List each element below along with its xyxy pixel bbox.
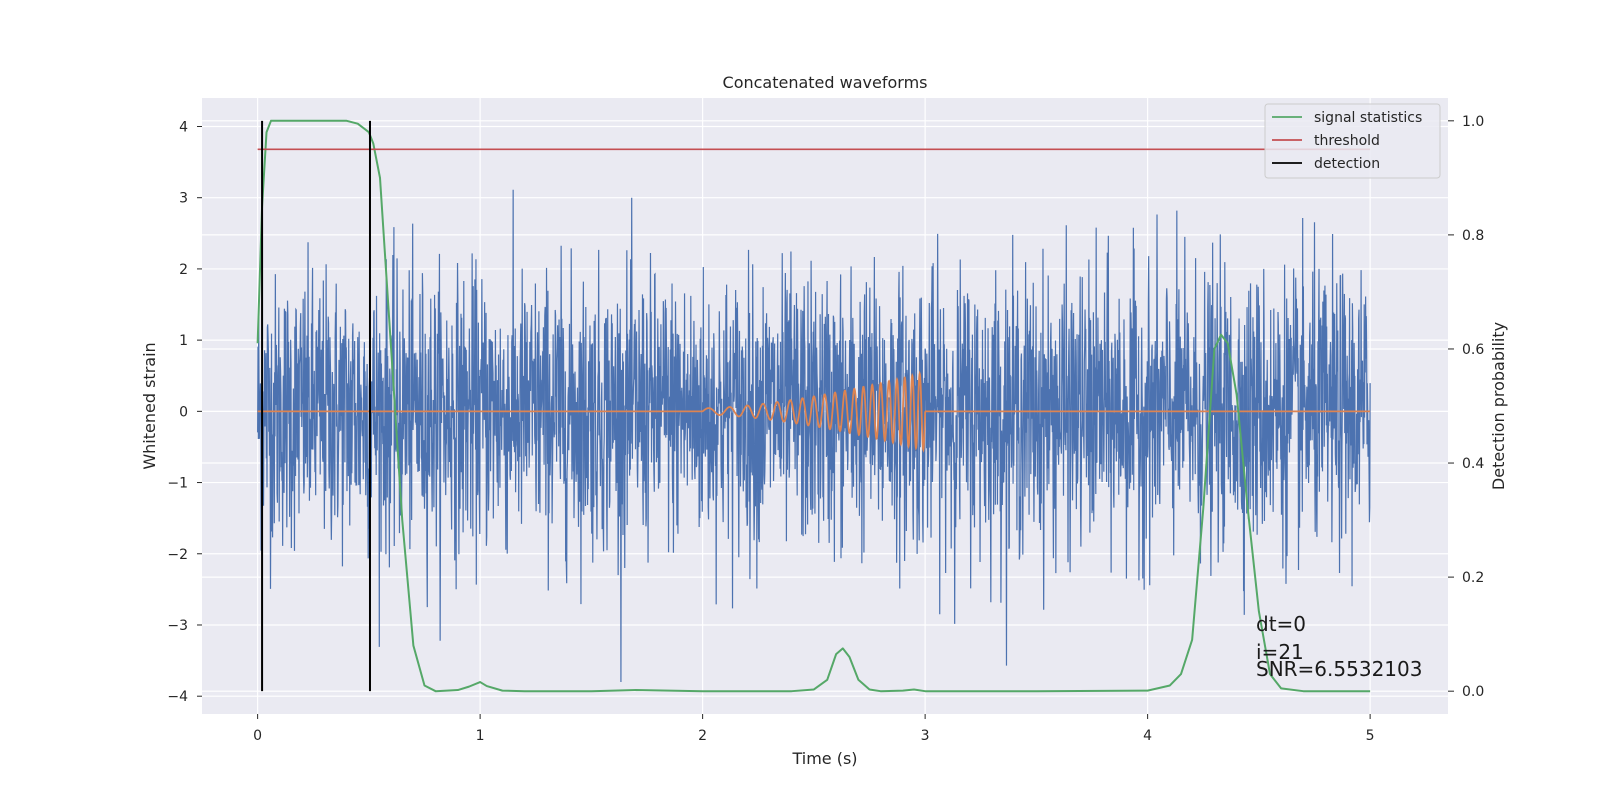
legend-label-detection: detection [1314, 156, 1380, 172]
series-signal-statistics [256, 119, 1371, 693]
y2-axis-label: Detection probability [1489, 322, 1508, 490]
legend-label-threshold: threshold [1314, 133, 1380, 149]
x-axis-label: Time (s) [791, 749, 857, 768]
y-tick-label: −1 [167, 476, 188, 492]
y2-tick-label: 0.6 [1462, 342, 1484, 358]
series-injection [257, 370, 1371, 453]
y-tick-label: 4 [179, 119, 188, 135]
y2-tick-label: 0.0 [1462, 684, 1484, 700]
y-tick-label: 1 [179, 333, 188, 349]
y2-tick-label: 0.8 [1462, 228, 1484, 244]
legend-label-signal-statistics: signal statistics [1314, 110, 1422, 126]
y-tick-label: −2 [167, 547, 188, 563]
legend: signal statistics threshold detection [1264, 103, 1441, 179]
x-tick-label: 2 [698, 728, 707, 744]
plot-area [256, 119, 1371, 693]
y-tick-label: 0 [179, 404, 188, 420]
annotation-dt: dt=0 [1256, 612, 1306, 636]
x-tick-label: 4 [1143, 728, 1152, 744]
annotation-i: i=21 [1256, 640, 1304, 664]
y2-tick-label: 0.4 [1462, 456, 1484, 472]
x-tick-label: 1 [476, 728, 485, 744]
annotation-snr: SNR=6.5532103 [1256, 657, 1422, 681]
y2-tick-label: 0.2 [1462, 570, 1484, 586]
x-tick-label: 5 [1366, 728, 1375, 744]
y-tick-label: 2 [179, 262, 188, 278]
y-tick-label: −4 [167, 689, 188, 705]
x-tick-label: 3 [921, 728, 930, 744]
annotations: dt=0 i=21 SNR=6.5532103 [1256, 612, 1422, 681]
series-strain [257, 189, 1371, 682]
y-axis-label: Whitened strain [140, 342, 159, 469]
y-tick-label: 3 [179, 191, 188, 207]
ticks: 0 1 2 3 4 5 −4 −3 −2 −1 0 1 2 3 4 0.0 0.2 0.4 0.6 0.8 1.0 [167, 114, 1484, 744]
x-tick-label: 0 [253, 728, 262, 744]
y2-tick-label: 1.0 [1462, 114, 1484, 130]
chart-title: Concatenated waveforms [723, 73, 928, 92]
y-tick-label: −3 [167, 618, 188, 634]
legend-box [1264, 103, 1441, 179]
